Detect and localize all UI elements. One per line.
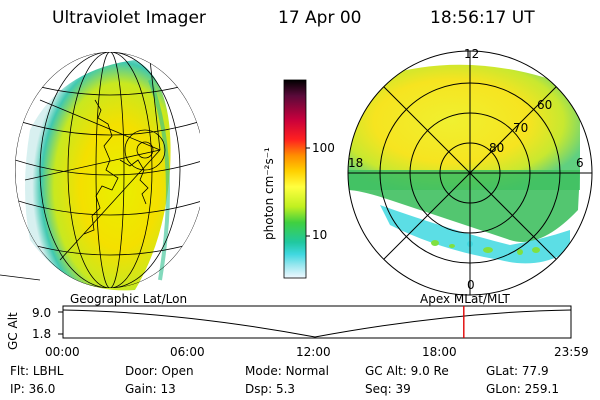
info-gc-alt-value: 9.0 Re [410,364,449,378]
info-gc-alt: GC Alt: 9.0 Re [365,364,449,378]
info-gain-key: Gain: [125,382,157,396]
timeline-xtick-0600: 06:00 [170,345,205,359]
timeline-xtick-1800: 18:00 [422,345,457,359]
info-flt: Flt: LBHL [10,364,63,378]
colorbar [283,79,310,279]
polar-mlt-plot [347,50,593,296]
info-flt-value: LBHL [32,364,64,378]
info-seq-key: Seq: [365,382,392,396]
info-glat-key: GLat: [486,364,519,378]
mlat-label-70: 70 [513,121,529,135]
info-seq-value: 39 [395,382,411,396]
info-dsp-key: Dsp: [245,382,273,396]
mlt-label-12: 12 [464,47,480,61]
info-gain: Gain: 13 [125,382,176,396]
info-dsp: Dsp: 5.3 [245,382,295,396]
timeline-ytick-1-8: 1.8 [32,327,52,341]
info-dsp-value: 5.3 [275,382,296,396]
info-glon-value: 259.1 [524,382,559,396]
info-mode: Mode: Normal [245,364,329,378]
polar-panel-label: Apex MLat/MLT [420,292,510,306]
info-door-key: Door: [125,364,158,378]
timeline-xtick-1200: 12:00 [296,345,331,359]
instrument-title: Ultraviolet Imager [52,8,206,28]
timeline-axis-label: GC Alt [6,312,20,350]
timeline-ytick-9: 9.0 [32,306,52,320]
mlt-label-18: 18 [348,156,364,170]
altitude-timeline [58,305,572,339]
info-glat-value: 77.9 [521,364,549,378]
info-gain-value: 13 [160,382,176,396]
info-flt-key: Flt: [10,364,29,378]
geo-panel-label: Geographic Lat/Lon [70,292,188,306]
time-label: 18:56:17 UT [430,8,535,28]
mlt-label-0: 0 [467,278,475,292]
colorbar-tick-10: 10 [312,228,328,242]
colorbar-unit-label: photon cm⁻²s⁻¹ [262,147,276,240]
info-seq: Seq: 39 [365,382,411,396]
info-glon: GLon: 259.1 [486,382,559,396]
info-glat: GLat: 77.9 [486,364,549,378]
geo-globe-image [0,52,200,291]
info-ip-value: 36.0 [28,382,56,396]
timeline-xtick-2359: 23:59 [554,345,589,359]
info-ip-key: IP: [10,382,25,396]
info-glon-key: GLon: [486,382,521,396]
mlat-label-80: 80 [489,141,505,155]
info-mode-key: Mode: [245,364,282,378]
mlt-label-6: 6 [576,156,584,170]
info-ip: IP: 36.0 [10,382,55,396]
info-mode-value: Normal [285,364,329,378]
colorbar-tick-100: 100 [312,141,335,155]
info-gc-alt-key: GC Alt: [365,364,407,378]
info-door-value: Open [161,364,194,378]
date-label: 17 Apr 00 [278,8,362,28]
info-door: Door: Open [125,364,194,378]
mlat-label-60: 60 [537,98,553,112]
timeline-xtick-0000: 00:00 [45,345,80,359]
